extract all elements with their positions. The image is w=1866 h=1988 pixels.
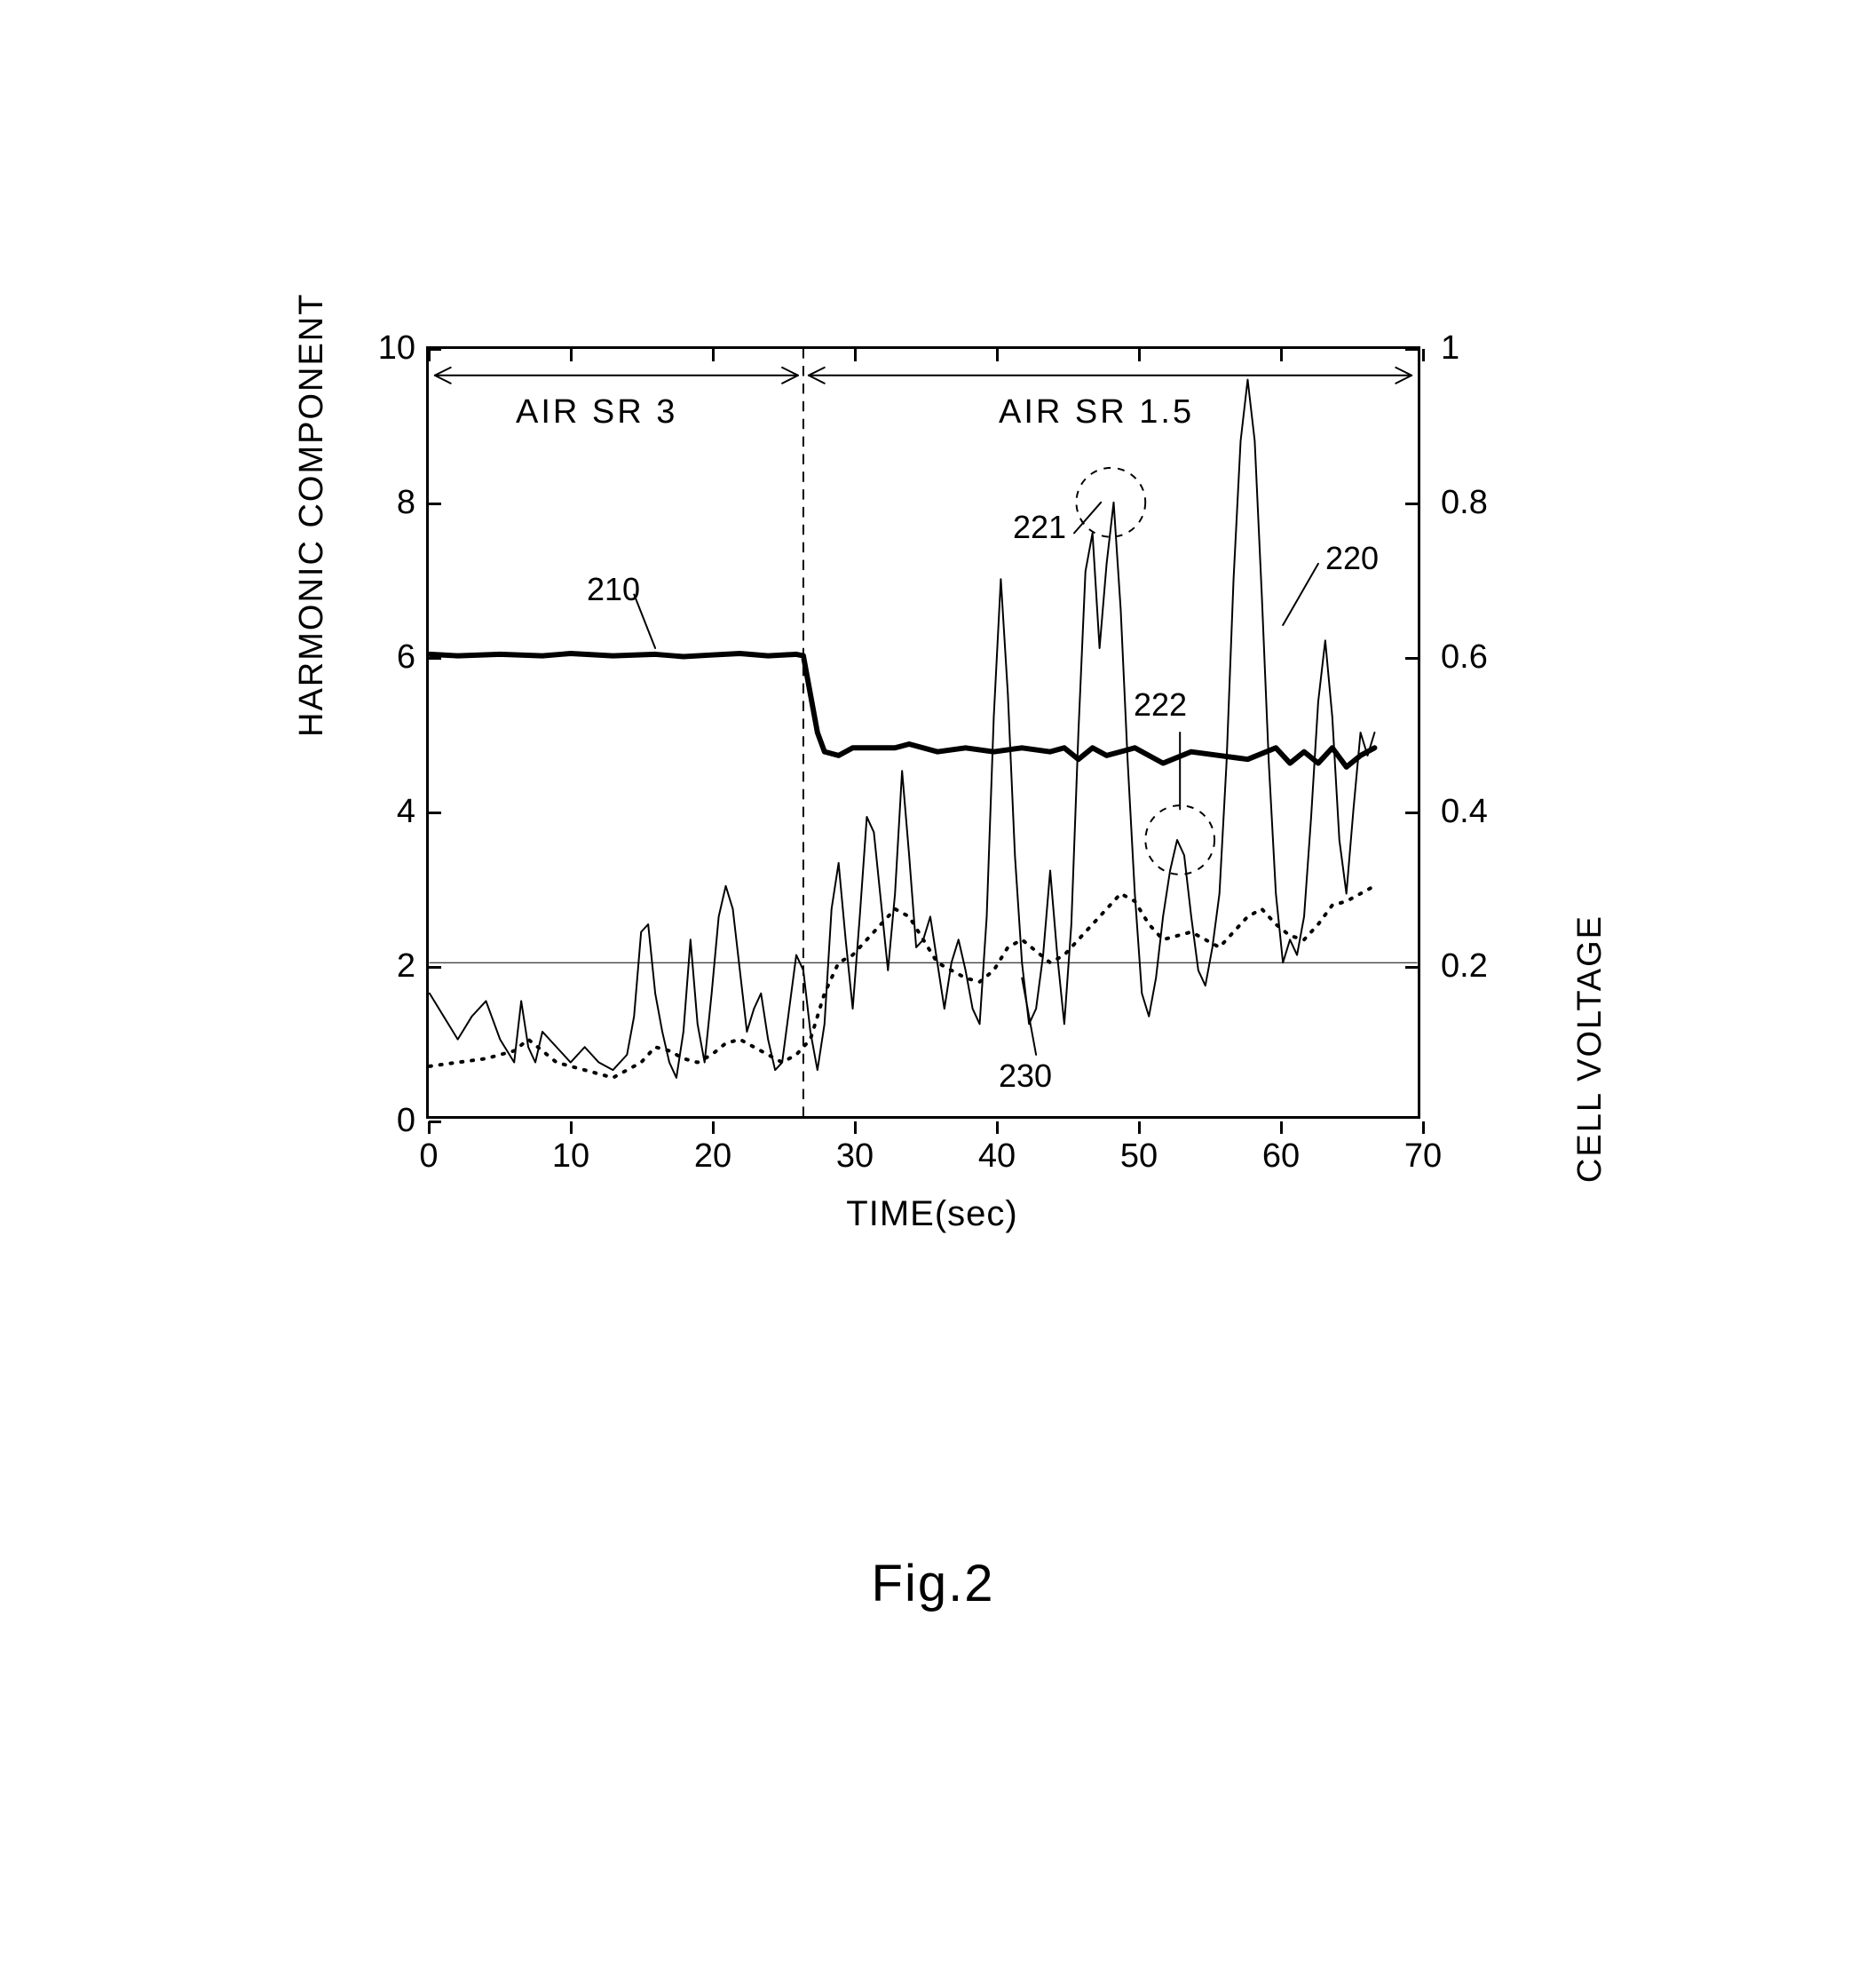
tick-label: 50 [1112, 1137, 1166, 1176]
tick-label: 0.6 [1441, 638, 1503, 677]
tick-label: 40 [970, 1137, 1024, 1176]
reference-number: 221 [1013, 509, 1066, 546]
tick-label: 20 [686, 1137, 739, 1176]
reference-number: 230 [999, 1057, 1052, 1095]
tick-label: 0 [353, 1102, 415, 1140]
tick-mark [1422, 1121, 1425, 1134]
page: HARMONIC COMPONENT CELL VOLTAGE TIME(sec… [0, 0, 1866, 1988]
figure-caption: Fig.2 [872, 1554, 995, 1613]
y-right-axis-label: CELL VOLTAGE [1571, 915, 1609, 1183]
tick-label: 10 [353, 329, 415, 368]
chart-container: HARMONIC COMPONENT CELL VOLTAGE TIME(sec… [266, 311, 1598, 1287]
tick-mark [428, 1121, 431, 1134]
tick-label: 6 [353, 638, 415, 677]
region-label: AIR SR 1.5 [999, 393, 1194, 432]
tick-label: 2 [353, 947, 415, 986]
tick-mark [429, 1121, 441, 1123]
tick-label: 0 [402, 1137, 455, 1176]
tick-mark [854, 1121, 857, 1134]
tick-label: 0.8 [1441, 484, 1503, 522]
y-left-axis-label: HARMONIC COMPONENT [293, 293, 331, 737]
tick-label: 0.2 [1441, 947, 1503, 986]
tick-label: 70 [1396, 1137, 1450, 1176]
tick-mark [570, 1121, 573, 1134]
region-label: AIR SR 3 [516, 393, 677, 432]
tick-mark [1138, 1121, 1141, 1134]
tick-label: 1 [1441, 329, 1503, 368]
reference-number: 210 [587, 571, 640, 608]
tick-mark [1422, 349, 1425, 361]
tick-label: 4 [353, 793, 415, 831]
plot-area: AIR SR 3AIR SR 1.5 210220221222230 02468… [426, 346, 1420, 1119]
x-axis-label: TIME(sec) [846, 1194, 1017, 1234]
tick-mark [1280, 1121, 1283, 1134]
reference-number: 220 [1325, 540, 1379, 577]
tick-label: 10 [544, 1137, 597, 1176]
tick-mark [996, 1121, 999, 1134]
tick-label: 0.4 [1441, 793, 1503, 831]
tick-label: 60 [1254, 1137, 1308, 1176]
tick-mark [712, 1121, 715, 1134]
callout-circle [1076, 468, 1145, 537]
tick-label: 30 [828, 1137, 882, 1176]
tick-label: 8 [353, 484, 415, 522]
annotation-svg [429, 349, 1418, 1116]
callout-circle [1145, 805, 1214, 875]
reference-number: 222 [1134, 686, 1187, 724]
